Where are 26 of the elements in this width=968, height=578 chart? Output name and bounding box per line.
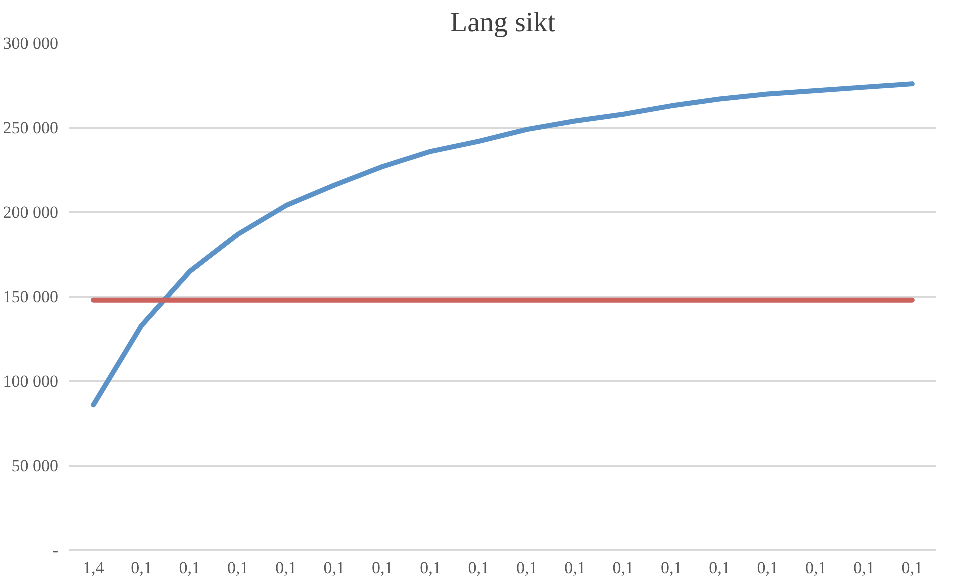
- y-tick-label: 200 000: [3, 203, 58, 222]
- x-tick-label: 0,1: [757, 558, 779, 578]
- x-tick-label: 0,1: [227, 558, 249, 578]
- x-tick-label: 0,1: [420, 558, 442, 578]
- x-tick-label: 0,1: [564, 558, 586, 578]
- x-tick-label: 0,1: [372, 558, 394, 578]
- x-tick-label: 0,1: [805, 558, 827, 578]
- y-tick-label: 150 000: [3, 288, 58, 306]
- x-tick-label: 1,4: [82, 558, 105, 578]
- x-tick-label: 0,1: [902, 558, 924, 578]
- x-tick-label: 0,1: [324, 558, 346, 578]
- x-tick-label: 0,1: [276, 558, 297, 578]
- x-tick-label: 0,1: [709, 558, 730, 578]
- x-tick-label: 0,1: [516, 558, 538, 578]
- y-tick-label: 100 000: [3, 372, 58, 391]
- x-tick-label: 0,1: [131, 558, 152, 578]
- x-tick-label: 0,1: [179, 558, 201, 578]
- y-tick-label: 250 000: [3, 118, 58, 138]
- x-tick-label: 0,1: [612, 558, 634, 578]
- x-tick-label: 0,1: [660, 558, 682, 578]
- y-tick-label: -: [52, 541, 59, 560]
- y-tick-label: 50 000: [12, 456, 58, 476]
- chart-title: Lang sikt: [450, 8, 556, 38]
- x-tick-label: 0,1: [854, 558, 875, 578]
- y-tick-label: 300 000: [3, 34, 58, 53]
- x-tick-label: 0,1: [468, 558, 490, 578]
